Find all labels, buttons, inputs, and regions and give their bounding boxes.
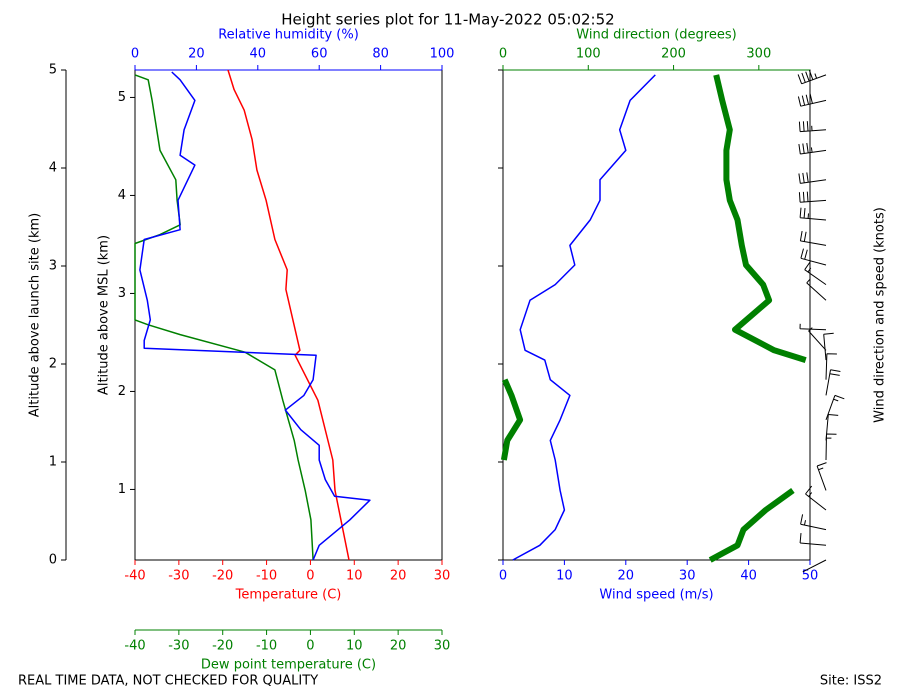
profile-line <box>139 71 371 561</box>
wind-barb <box>825 394 845 421</box>
x-axis-label: Wind direction (degrees) <box>576 28 736 43</box>
x-tick-label: 60 <box>311 47 328 62</box>
y-tick-label: 5 <box>49 63 57 78</box>
x-tick-label: 50 <box>802 569 819 584</box>
x-axis-label: Wind speed (m/s) <box>599 588 713 603</box>
wind-barb <box>797 93 827 107</box>
plot-frame <box>502 69 811 561</box>
x-tick-label: -30 <box>168 569 189 584</box>
x-axis-label: Relative humidity (%) <box>218 28 359 43</box>
wind-barb <box>802 559 827 573</box>
x-axis-label: Dew point temperature (C) <box>201 658 376 673</box>
x-tick-label: -20 <box>212 639 233 654</box>
wind-barb <box>799 231 827 246</box>
x-tick-label: 0 <box>499 569 507 584</box>
wind-barb <box>816 462 827 491</box>
x-tick-label: 10 <box>556 569 573 584</box>
x-tick-label: 0 <box>499 47 507 62</box>
x-tick-label: -10 <box>256 639 277 654</box>
wind-barb <box>806 278 827 301</box>
y2-tick-label: 4 <box>118 188 126 203</box>
x-tick-label: -40 <box>124 569 145 584</box>
x-tick-label: 0 <box>306 639 314 654</box>
x-tick-label: 30 <box>679 569 696 584</box>
wind-barb <box>798 142 827 155</box>
x-tick-label: -30 <box>168 639 189 654</box>
x-tick-label: -20 <box>212 569 233 584</box>
x-tick-label: 200 <box>661 47 686 62</box>
wind-barb <box>808 327 827 351</box>
wind-barb <box>804 261 827 286</box>
x-tick-label: 0 <box>131 47 139 62</box>
x-tick-label: 80 <box>372 47 389 62</box>
profile-line <box>512 74 656 561</box>
chart-title: Height series plot for 11-May-2022 05:02… <box>281 11 614 29</box>
x-tick-label: 20 <box>390 639 407 654</box>
x-tick-label: 10 <box>346 569 363 584</box>
wind-barb <box>825 414 839 441</box>
wind-barb <box>799 533 827 546</box>
wind-barb <box>823 332 834 361</box>
y-tick-label: 4 <box>49 161 57 176</box>
profile-line <box>713 74 807 363</box>
y2-tick-label: 3 <box>118 286 126 301</box>
footer-left: REAL TIME DATA, NOT CHECKED FOR QUALITY <box>18 674 318 689</box>
y-tick-label: 3 <box>49 259 57 274</box>
wind-barb <box>825 353 837 380</box>
profile-line <box>227 69 350 561</box>
wind-barb <box>805 485 827 511</box>
x-tick-label: 40 <box>740 569 757 584</box>
wind-barb <box>799 207 827 221</box>
wind-barb <box>825 369 841 396</box>
x-tick-label: -40 <box>124 639 145 654</box>
y-tick-label: 0 <box>49 553 57 568</box>
y2-axis-label: Altitude above MSL (km) <box>97 235 112 395</box>
y2-tick-label: 1 <box>118 482 126 497</box>
profile-line <box>708 487 795 563</box>
x-tick-label: 10 <box>346 639 363 654</box>
footer-right: Site: ISS2 <box>820 674 882 689</box>
y-tick-label: 2 <box>49 357 57 372</box>
y-axis-label: Altitude above launch site (km) <box>28 213 43 417</box>
y-tick-label: 1 <box>49 455 57 470</box>
y-axis-label: Wind direction and speed (knots) <box>873 207 888 423</box>
x-tick-label: -10 <box>256 569 277 584</box>
x-tick-label: 100 <box>576 47 601 62</box>
x-axis-label: Temperature (C) <box>235 588 342 603</box>
x-tick-label: 40 <box>250 47 267 62</box>
plot-frame <box>134 69 443 561</box>
wind-barb <box>799 323 827 331</box>
y2-tick-label: 2 <box>118 384 126 399</box>
wind-barb <box>800 514 827 531</box>
wind-barb <box>798 191 827 203</box>
x-tick-label: 30 <box>434 569 451 584</box>
wind-barb <box>825 433 837 461</box>
y2-tick-label: 5 <box>118 90 126 105</box>
x-tick-label: 20 <box>618 569 635 584</box>
profile-line <box>134 74 314 561</box>
x-tick-label: 300 <box>746 47 771 62</box>
wind-barb <box>798 121 827 133</box>
wind-barb <box>800 248 827 266</box>
x-tick-label: 30 <box>434 639 451 654</box>
wind-barb <box>797 70 827 85</box>
x-tick-label: 20 <box>188 47 205 62</box>
x-tick-label: 0 <box>306 569 314 584</box>
profile-line <box>500 378 524 461</box>
x-tick-label: 100 <box>430 47 455 62</box>
x-tick-label: 20 <box>390 569 407 584</box>
wind-barb <box>798 172 827 184</box>
